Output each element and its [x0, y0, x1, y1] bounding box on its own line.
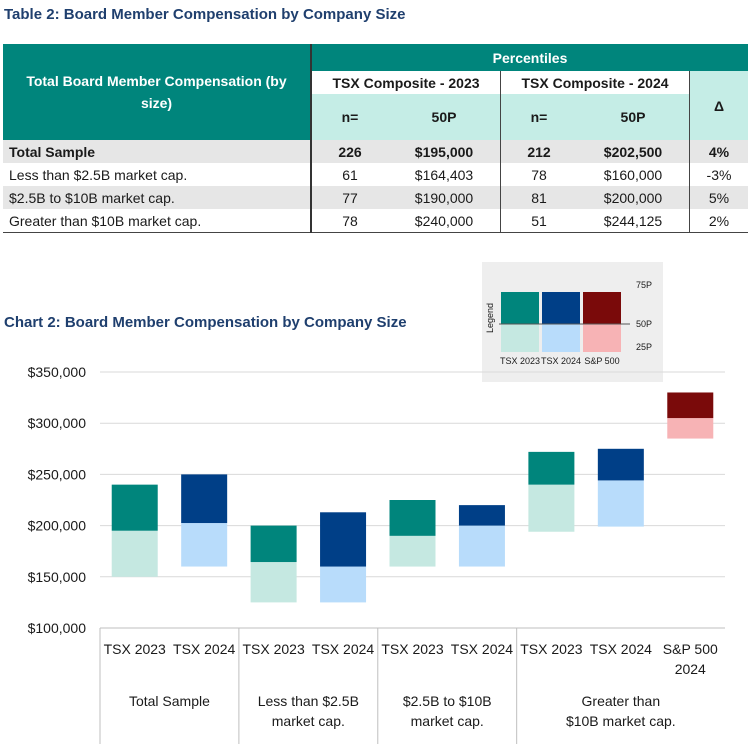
x-tick-label: 2024: [675, 661, 706, 677]
table-row: $2.5B to $10B market cap. 77 $190,000 81…: [3, 186, 748, 209]
x-tick-label: TSX 2023: [242, 641, 304, 657]
p50-2023-cell: $195,000: [388, 140, 501, 163]
n-2023-cell: 61: [342, 166, 358, 183]
row-label: Greater than $10B market cap.: [3, 209, 312, 233]
legend-swatch-lower: [501, 324, 539, 352]
bar-lower-segment: [597, 480, 644, 527]
n-2023-cell: 226: [311, 140, 388, 163]
legend-level-label: 50P: [636, 319, 652, 329]
bar-lower-segment: [250, 562, 297, 603]
table-header-row-1: Total Board Member Compensation (by size…: [3, 44, 748, 140]
n-2024-cell: 78: [531, 166, 547, 183]
bar-upper-segment: [181, 474, 228, 524]
delta-header: Δ: [689, 71, 748, 140]
delta-cell: -3%: [706, 166, 732, 183]
n-2024-cell: 81: [500, 186, 577, 209]
legend-swatch-upper: [583, 292, 621, 324]
y-tick-label: $350,000: [28, 364, 87, 380]
p50-2024-cell: $160,000: [577, 163, 690, 186]
x-tick-label: TSX 2024: [451, 641, 513, 657]
n-2023-cell: 77: [311, 186, 388, 209]
legend-series-label: TSX 2023: [500, 356, 540, 366]
group-label: market cap.: [272, 713, 345, 729]
group-label: Greater than: [582, 693, 661, 709]
x-tick-label: TSX 2024: [590, 641, 652, 657]
row-label: Less than $2.5B market cap.: [3, 163, 312, 186]
legend-swatch-lower: [583, 324, 621, 352]
table-row: Total Sample 226 $195,000 212 $202,500 4…: [3, 140, 748, 163]
n-2024-cell: 51: [500, 209, 577, 233]
bar-upper-segment: [528, 451, 575, 485]
group-label: Less than $2.5B: [258, 693, 359, 709]
bar-lower-segment: [320, 566, 367, 603]
bar-upper-segment: [597, 448, 644, 481]
x-tick-label: S&P 500: [663, 641, 718, 657]
table-title: Table 2: Board Member Compensation by Co…: [4, 6, 406, 23]
bar-upper-segment: [250, 525, 297, 563]
n-2024-header: n=: [500, 94, 577, 140]
table-row: Greater than $10B market cap. 78 $240,00…: [3, 209, 748, 233]
p50-2024-header: 50P: [577, 94, 690, 140]
legend-swatch-lower: [542, 324, 580, 352]
delta-cell: 2%: [689, 209, 748, 233]
n-2023-header: n=: [311, 94, 388, 140]
bar-lower-segment: [667, 418, 714, 439]
p50-2024-cell: $244,125: [577, 209, 690, 233]
p50-2024-cell: $200,000: [577, 186, 690, 209]
x-tick-label: TSX 2023: [520, 641, 582, 657]
y-tick-label: $250,000: [28, 466, 87, 482]
table-header-row-3: n= 50P n= 50P: [3, 94, 748, 140]
bar-upper-segment: [111, 484, 158, 531]
group-label: market cap.: [411, 713, 484, 729]
y-tick-label: $300,000: [28, 415, 87, 431]
legend-series-label: S&P 500: [584, 356, 619, 366]
y-tick-label: $200,000: [28, 518, 87, 534]
p50-2024-cell: $202,500: [577, 140, 690, 163]
y-tick-label: $150,000: [28, 569, 87, 585]
row-label-header: Total Board Member Compensation (by size…: [3, 44, 312, 140]
bar-upper-segment: [667, 392, 714, 419]
legend-series-label: TSX 2024: [541, 356, 581, 366]
delta-cell: 4%: [689, 140, 748, 163]
bar-upper-segment: [458, 505, 505, 526]
chart-title: Chart 2: Board Member Compensation by Co…: [4, 314, 407, 331]
row-label: Total Sample: [3, 140, 312, 163]
legend-title: Legend: [485, 303, 495, 333]
bar-lower-segment: [458, 525, 505, 567]
group-2024-header: TSX Composite - 2024: [500, 71, 690, 94]
n-2023-cell: 78: [311, 209, 388, 233]
bar-lower-segment: [389, 535, 436, 567]
legend-level-label: 25P: [636, 342, 652, 352]
group-label: $10B market cap.: [566, 713, 676, 729]
bar-upper-segment: [320, 512, 367, 567]
bar-lower-segment: [181, 523, 228, 567]
compensation-table: Total Board Member Compensation (by size…: [3, 44, 748, 233]
percentiles-header: Percentiles: [311, 44, 748, 71]
p50-2023-cell: $164,403: [388, 163, 501, 186]
group-label: $2.5B to $10B: [403, 693, 492, 709]
group-2023-header: TSX Composite - 2023: [311, 71, 501, 94]
table-row: Less than $2.5B market cap. 61 $164,403 …: [3, 163, 748, 186]
p50-2023-cell: $190,000: [388, 186, 501, 209]
legend-swatch-upper: [542, 292, 580, 324]
bar-upper-segment: [389, 500, 436, 536]
delta-cell: 5%: [689, 186, 748, 209]
group-label: Total Sample: [129, 693, 210, 709]
x-tick-label: TSX 2024: [173, 641, 235, 657]
table-header-row-2: TSX Composite - 2023 TSX Composite - 202…: [3, 71, 748, 140]
x-tick-label: TSX 2024: [312, 641, 374, 657]
bar-lower-segment: [528, 484, 575, 532]
p50-2023-header: 50P: [388, 94, 501, 140]
row-label: $2.5B to $10B market cap.: [3, 186, 312, 209]
n-2024-cell: 212: [500, 140, 577, 163]
p50-2023-cell: $240,000: [388, 209, 501, 233]
x-tick-label: TSX 2023: [381, 641, 443, 657]
x-tick-label: TSX 2023: [104, 641, 166, 657]
y-tick-label: $100,000: [28, 620, 87, 636]
legend-swatch-upper: [501, 292, 539, 324]
legend-level-label: 75P: [636, 280, 652, 290]
bar-lower-segment: [111, 530, 158, 577]
